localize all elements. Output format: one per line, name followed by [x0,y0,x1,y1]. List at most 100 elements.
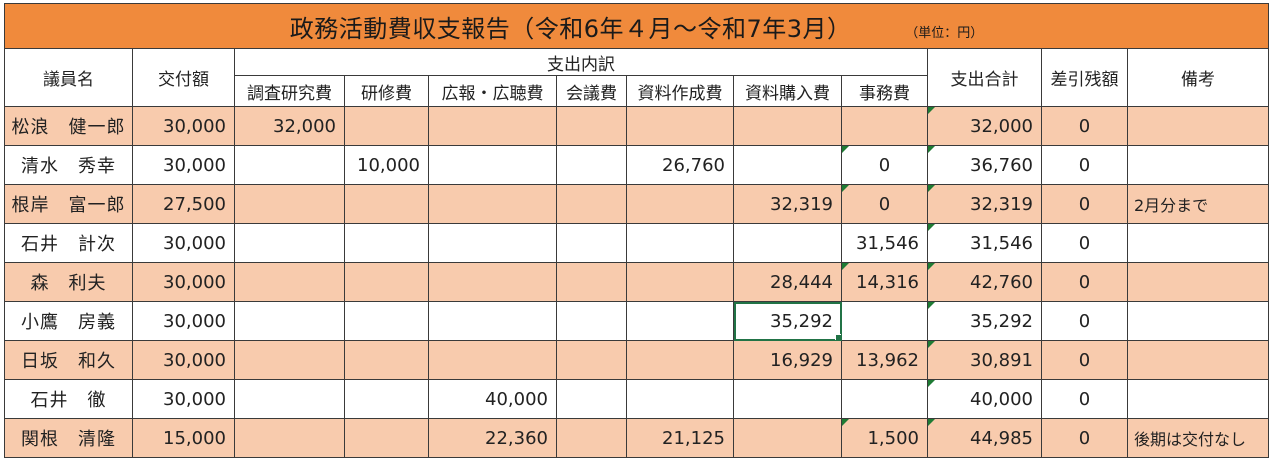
member-name-cell[interactable]: 小鷹 房義 [4,301,133,341]
publicity-expense-cell[interactable] [428,145,557,185]
expense-total-cell[interactable]: 32,319 [927,184,1042,224]
publicity-expense-cell[interactable] [428,340,557,380]
material-creation-expense-cell[interactable] [626,184,734,224]
training-expense-cell[interactable] [344,184,429,224]
material-creation-expense-cell[interactable] [626,379,734,419]
research-expense-cell[interactable] [234,184,345,224]
material-purchase-expense-cell[interactable]: 16,929 [733,340,842,380]
expense-total-cell[interactable]: 40,000 [927,379,1042,419]
header-breakdown[interactable]: 支出内訳 [234,48,928,76]
meeting-expense-cell[interactable] [556,340,627,380]
remaining-balance-cell[interactable]: 0 [1041,379,1128,419]
meeting-expense-cell[interactable] [556,379,627,419]
training-expense-cell[interactable] [344,262,429,302]
remaining-balance-cell[interactable]: 0 [1041,418,1128,458]
material-purchase-expense-cell[interactable]: 35,292 [733,301,842,341]
expense-total-cell[interactable]: 32,000 [927,106,1042,146]
grant-amount-cell[interactable]: 15,000 [132,418,235,458]
training-expense-cell[interactable] [344,340,429,380]
expense-total-cell[interactable]: 42,760 [927,262,1042,302]
header-office[interactable]: 事務費 [841,75,928,107]
expense-total-cell[interactable]: 30,891 [927,340,1042,380]
meeting-expense-cell[interactable] [556,223,627,263]
remaining-balance-cell[interactable]: 0 [1041,145,1128,185]
office-expense-cell[interactable]: 14,316 [841,262,928,302]
office-expense-cell[interactable] [841,106,928,146]
member-name-cell[interactable]: 清水 秀幸 [4,145,133,185]
research-expense-cell[interactable] [234,301,345,341]
grant-amount-cell[interactable]: 30,000 [132,379,235,419]
fill-handle[interactable] [835,334,841,340]
member-name-cell[interactable]: 根岸 富一郎 [4,184,133,224]
material-creation-expense-cell[interactable]: 21,125 [626,418,734,458]
office-expense-cell[interactable]: 0 [841,184,928,224]
training-expense-cell[interactable] [344,106,429,146]
remarks-cell[interactable] [1126,379,1270,419]
office-expense-cell[interactable]: 31,546 [841,223,928,263]
material-creation-expense-cell[interactable] [626,340,734,380]
office-expense-cell[interactable]: 0 [841,145,928,185]
expense-total-cell[interactable]: 36,760 [927,145,1042,185]
material-purchase-expense-cell[interactable] [733,106,842,146]
training-expense-cell[interactable] [344,379,429,419]
member-name-cell[interactable]: 石井 徹 [4,379,133,419]
remaining-balance-cell[interactable]: 0 [1041,301,1128,341]
member-name-cell[interactable]: 石井 計次 [4,223,133,263]
publicity-expense-cell[interactable] [428,223,557,263]
publicity-expense-cell[interactable]: 40,000 [428,379,557,419]
research-expense-cell[interactable] [234,223,345,263]
grant-amount-cell[interactable]: 27,500 [132,184,235,224]
header-training[interactable]: 研修費 [344,75,429,107]
research-expense-cell[interactable]: 32,000 [234,106,345,146]
research-expense-cell[interactable] [234,418,345,458]
material-purchase-expense-cell[interactable] [733,379,842,419]
office-expense-cell[interactable]: 13,962 [841,340,928,380]
grant-amount-cell[interactable]: 30,000 [132,145,235,185]
header-grant[interactable]: 交付額 [132,48,235,107]
member-name-cell[interactable]: 日坂 和久 [4,340,133,380]
training-expense-cell[interactable] [344,223,429,263]
member-name-cell[interactable]: 森 利夫 [4,262,133,302]
remaining-balance-cell[interactable]: 0 [1041,223,1128,263]
meeting-expense-cell[interactable] [556,418,627,458]
remarks-cell[interactable] [1126,106,1270,146]
header-research[interactable]: 調査研究費 [234,75,345,107]
header-total[interactable]: 支出合計 [927,48,1042,107]
header-note[interactable]: 備考 [1126,48,1270,107]
office-expense-cell[interactable] [841,379,928,419]
expense-total-cell[interactable]: 44,985 [927,418,1042,458]
publicity-expense-cell[interactable]: 22,360 [428,418,557,458]
remaining-balance-cell[interactable]: 0 [1041,106,1128,146]
publicity-expense-cell[interactable] [428,106,557,146]
header-material-creation[interactable]: 資料作成費 [626,75,734,107]
member-name-cell[interactable]: 関根 清隆 [4,418,133,458]
research-expense-cell[interactable] [234,340,345,380]
material-creation-expense-cell[interactable] [626,223,734,263]
office-expense-cell[interactable] [841,301,928,341]
expense-total-cell[interactable]: 35,292 [927,301,1042,341]
material-purchase-expense-cell[interactable] [733,223,842,263]
grant-amount-cell[interactable]: 30,000 [132,223,235,263]
meeting-expense-cell[interactable] [556,106,627,146]
expense-total-cell[interactable]: 31,546 [927,223,1042,263]
grant-amount-cell[interactable]: 30,000 [132,301,235,341]
grant-amount-cell[interactable]: 30,000 [132,106,235,146]
research-expense-cell[interactable] [234,379,345,419]
material-purchase-expense-cell[interactable]: 32,319 [733,184,842,224]
meeting-expense-cell[interactable] [556,262,627,302]
remaining-balance-cell[interactable]: 0 [1041,184,1128,224]
remaining-balance-cell[interactable]: 0 [1041,340,1128,380]
publicity-expense-cell[interactable] [428,262,557,302]
header-name[interactable]: 議員名 [4,48,133,107]
material-creation-expense-cell[interactable]: 26,760 [626,145,734,185]
remarks-cell[interactable]: 2月分まで [1126,184,1270,224]
research-expense-cell[interactable] [234,145,345,185]
material-purchase-expense-cell[interactable]: 28,444 [733,262,842,302]
grant-amount-cell[interactable]: 30,000 [132,340,235,380]
header-material-purchase[interactable]: 資料購入費 [733,75,842,107]
meeting-expense-cell[interactable] [556,301,627,341]
header-meeting[interactable]: 会議費 [556,75,627,107]
remarks-cell[interactable] [1126,223,1270,263]
header-balance[interactable]: 差引残額 [1041,48,1128,107]
remarks-cell[interactable] [1126,145,1270,185]
